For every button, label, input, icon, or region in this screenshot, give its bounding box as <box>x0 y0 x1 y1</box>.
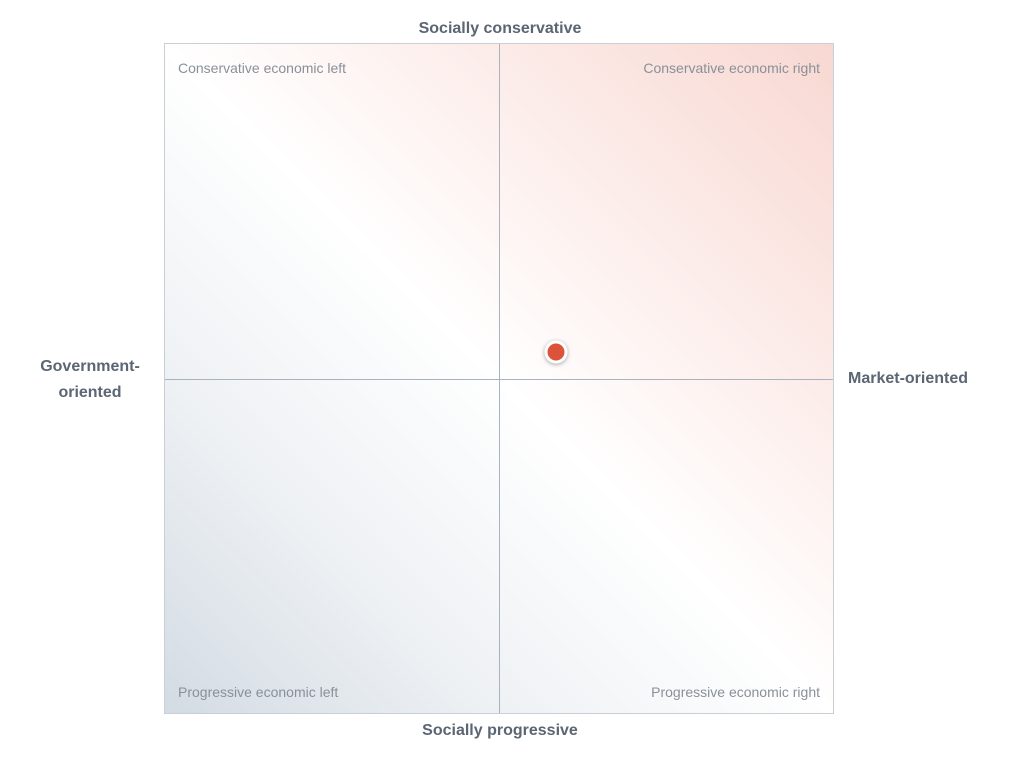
horizontal-axis-line <box>165 379 833 380</box>
axis-label-right: Market-oriented <box>848 370 969 387</box>
position-marker <box>544 340 568 364</box>
axis-label-top: Socially conservative <box>418 20 582 37</box>
compass-grid: Conservative economic left Conservative … <box>164 43 834 714</box>
vertical-axis-line <box>499 44 500 713</box>
axis-label-left: Government-oriented <box>40 358 140 401</box>
quadrant-label-top-left: Conservative economic left <box>178 60 347 76</box>
quadrant-label-bottom-left: Progressive economic left <box>178 684 339 700</box>
quadrant-label-top-right: Conservative economic right <box>643 60 820 76</box>
quadrant-label-bottom-right: Progressive economic right <box>651 684 820 700</box>
axis-label-bottom: Socially progressive <box>422 722 578 739</box>
